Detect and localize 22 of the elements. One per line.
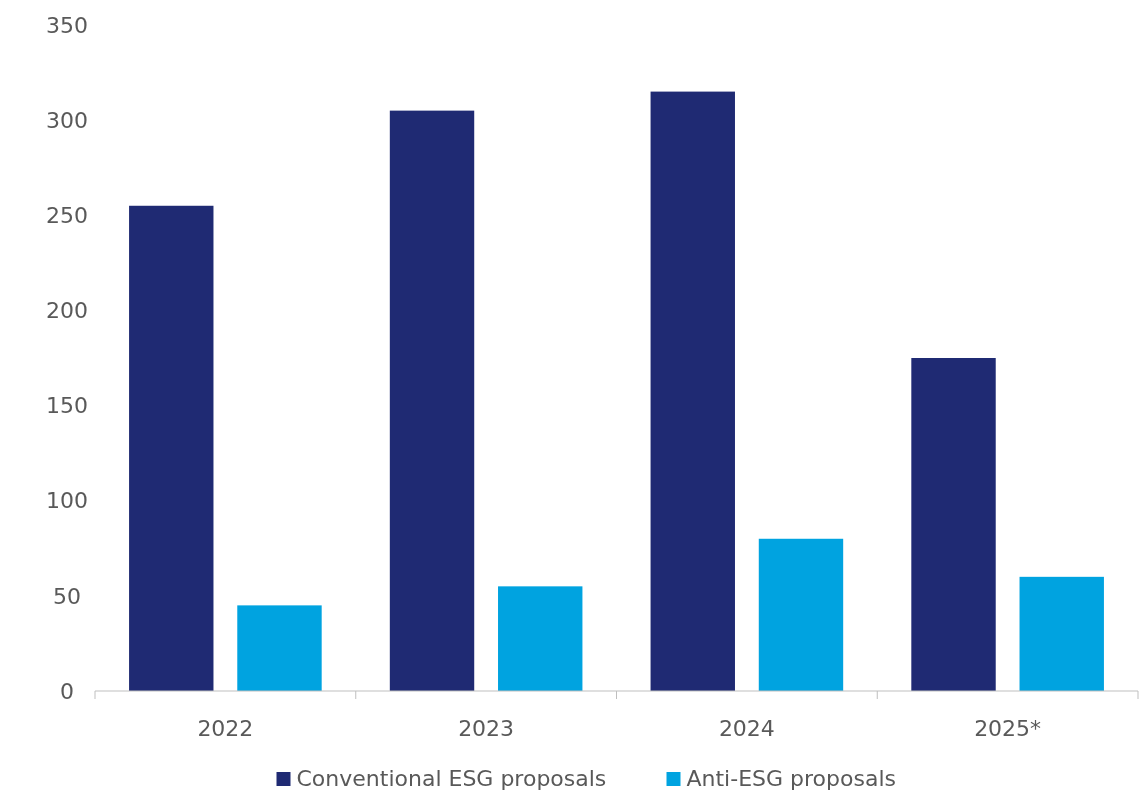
bar bbox=[650, 91, 735, 691]
x-tick-label: 2023 bbox=[458, 716, 515, 741]
y-tick-label: 0 bbox=[60, 678, 74, 704]
x-tick-label: 2024 bbox=[718, 716, 775, 741]
x-tick-label: 2022 bbox=[197, 716, 254, 741]
y-tick-label: 100 bbox=[46, 488, 88, 514]
y-tick-label: 250 bbox=[46, 202, 88, 228]
bar bbox=[911, 358, 996, 691]
x-tick-label: 2025* bbox=[974, 716, 1042, 741]
y-tick-label: 300 bbox=[46, 107, 88, 133]
y-tick-label: 50 bbox=[53, 583, 81, 609]
y-tick-label: 200 bbox=[46, 298, 88, 324]
legend-label: Anti-ESG proposals bbox=[686, 766, 897, 791]
y-tick-label: 150 bbox=[46, 393, 88, 419]
bar bbox=[1019, 576, 1104, 691]
bar bbox=[129, 205, 214, 691]
bar bbox=[498, 586, 583, 691]
bar bbox=[389, 110, 475, 691]
bar bbox=[758, 538, 844, 691]
bar bbox=[237, 605, 322, 691]
legend-label: Conventional ESG proposals bbox=[296, 766, 607, 791]
y-tick-label: 350 bbox=[46, 12, 88, 38]
